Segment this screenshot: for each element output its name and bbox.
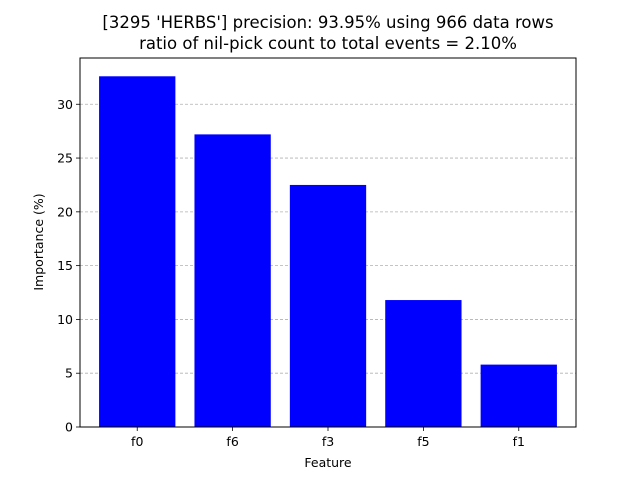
y-tick-label: 5: [65, 366, 73, 381]
y-tick-label: 10: [57, 312, 73, 327]
y-tick-label: 30: [57, 97, 73, 112]
bars: [99, 76, 557, 427]
x-tick-label-f0: f0: [131, 434, 143, 449]
bar-f0: [99, 76, 176, 427]
bar-f6: [194, 134, 271, 427]
x-tick-label-f5: f5: [417, 434, 429, 449]
bar-f3: [289, 184, 367, 427]
y-axis-ticks: 0 5 10 15 20 25 30: [57, 97, 80, 435]
y-tick-label: 20: [57, 204, 73, 219]
chart-subtitle: ratio of nil-pick count to total events …: [139, 34, 517, 53]
chart-title: [3295 'HERBS'] precision: 93.95% using 9…: [102, 13, 553, 32]
bar-f1: [480, 364, 557, 427]
y-tick-label: 15: [57, 258, 73, 273]
x-tick-label-f1: f1: [513, 434, 525, 449]
x-axis-ticks: f0 f6 f3 f5 f1: [131, 427, 525, 449]
y-tick-label: 25: [57, 151, 73, 166]
x-tick-label-f3: f3: [322, 434, 334, 449]
bar-f5: [385, 300, 462, 427]
y-tick-label: 0: [65, 420, 73, 435]
x-tick-label-f6: f6: [226, 434, 238, 449]
y-axis-label: Importance (%): [31, 193, 46, 290]
x-axis-label: Feature: [304, 455, 352, 470]
